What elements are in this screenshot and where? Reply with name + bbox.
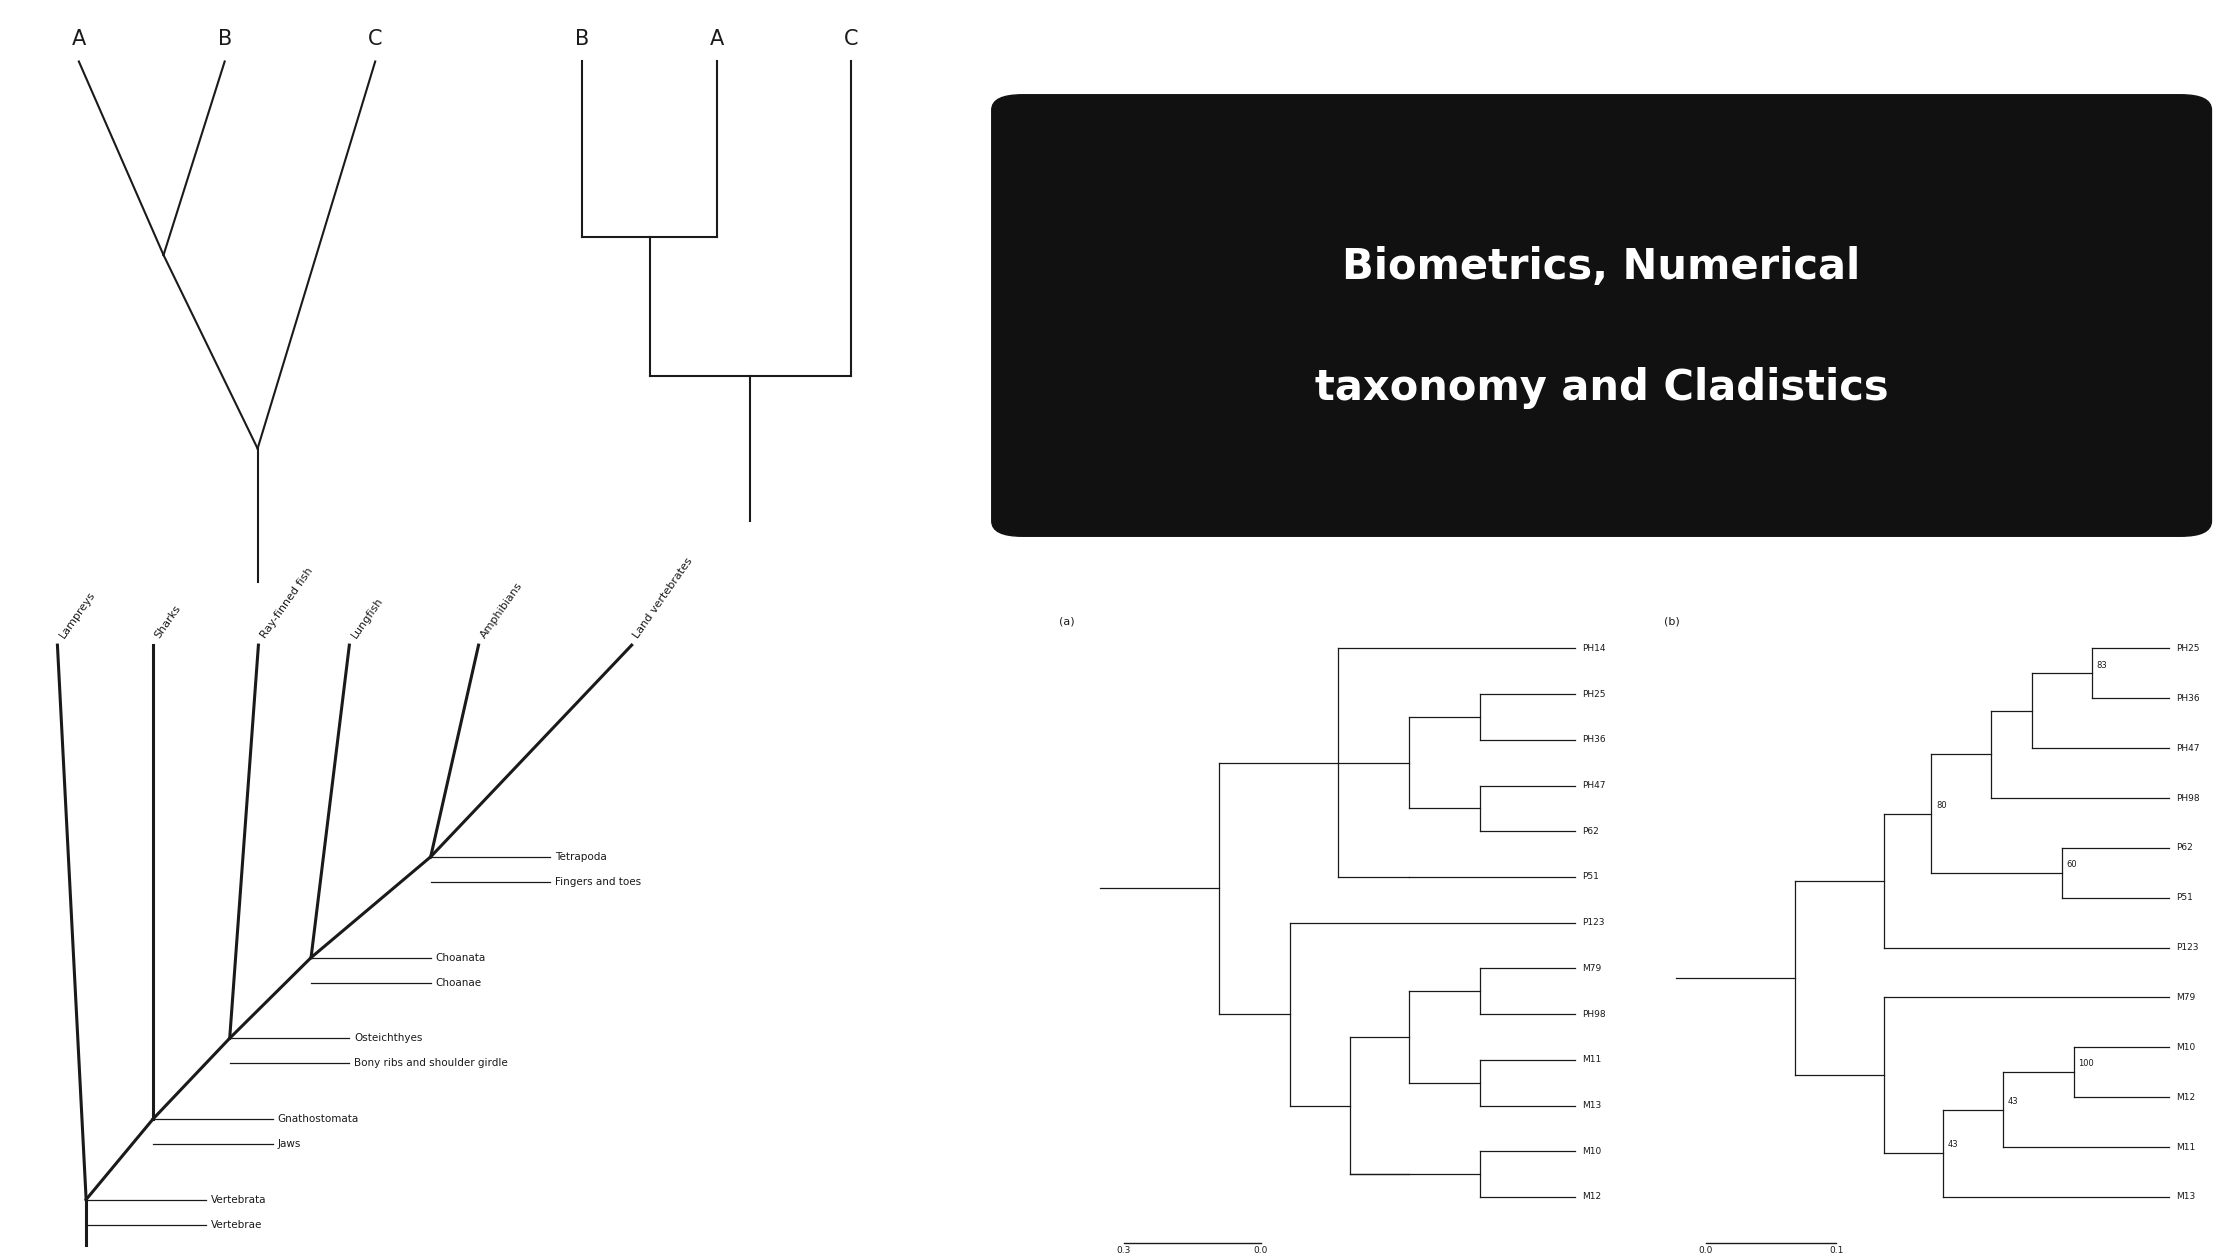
Text: A: A <box>72 29 85 49</box>
Text: PH36: PH36 <box>1581 736 1606 745</box>
Text: M10: M10 <box>2175 1043 2195 1052</box>
Text: A: A <box>710 29 724 49</box>
Text: (b): (b) <box>1664 616 1680 626</box>
Text: C: C <box>367 29 383 49</box>
Text: (a): (a) <box>1060 616 1075 626</box>
Text: 0.1: 0.1 <box>1830 1246 1844 1255</box>
Text: PH98: PH98 <box>2175 794 2200 803</box>
FancyBboxPatch shape <box>992 94 2211 537</box>
Text: 100: 100 <box>2079 1060 2094 1068</box>
Text: M79: M79 <box>1581 964 1602 973</box>
Text: Ray-finned fish: Ray-finned fish <box>258 566 314 640</box>
Text: PH47: PH47 <box>2175 743 2200 752</box>
Text: PH25: PH25 <box>2175 644 2200 653</box>
Text: Vertebrae: Vertebrae <box>211 1220 262 1230</box>
Text: Fingers and toes: Fingers and toes <box>556 877 641 887</box>
Text: B: B <box>576 29 589 49</box>
Text: Lampreys: Lampreys <box>58 590 96 640</box>
Text: Vertebrata: Vertebrata <box>211 1194 267 1205</box>
Text: Tetrapoda: Tetrapoda <box>556 852 607 862</box>
Text: PH14: PH14 <box>1581 644 1606 653</box>
Text: M79: M79 <box>2175 993 2195 1002</box>
Text: Choanata: Choanata <box>435 953 486 963</box>
Text: P123: P123 <box>1581 919 1604 927</box>
Text: taxonomy and Cladistics: taxonomy and Cladistics <box>1315 367 1888 410</box>
Text: P62: P62 <box>1581 827 1599 835</box>
Text: P62: P62 <box>2175 843 2193 853</box>
Text: PH36: PH36 <box>2175 694 2200 703</box>
Text: P123: P123 <box>2175 944 2197 953</box>
Text: P51: P51 <box>1581 872 1599 882</box>
Text: Jaws: Jaws <box>278 1139 300 1149</box>
Text: Biometrics, Numerical: Biometrics, Numerical <box>1342 246 1861 289</box>
Text: Sharks: Sharks <box>152 604 184 640</box>
Text: 43: 43 <box>2007 1097 2018 1106</box>
Text: M11: M11 <box>1581 1056 1602 1065</box>
Text: Amphibians: Amphibians <box>479 581 524 640</box>
Text: PH25: PH25 <box>1581 689 1606 699</box>
Text: Gnathostomata: Gnathostomata <box>278 1114 358 1124</box>
Text: 60: 60 <box>2068 861 2076 869</box>
Text: 43: 43 <box>1949 1140 1958 1149</box>
Text: Land vertebrates: Land vertebrates <box>632 556 694 640</box>
Text: Choanae: Choanae <box>435 978 482 988</box>
Text: Osteichthyes: Osteichthyes <box>354 1033 423 1043</box>
Text: Lungfish: Lungfish <box>349 596 385 640</box>
Text: M12: M12 <box>2175 1092 2195 1101</box>
Text: M13: M13 <box>1581 1101 1602 1110</box>
Text: PH98: PH98 <box>1581 1009 1606 1018</box>
Text: M12: M12 <box>1581 1192 1602 1201</box>
Text: 0.0: 0.0 <box>1698 1246 1714 1255</box>
Text: 80: 80 <box>1935 801 1947 810</box>
Text: C: C <box>844 29 858 49</box>
Text: P51: P51 <box>2175 893 2193 902</box>
Text: Bony ribs and shoulder girdle: Bony ribs and shoulder girdle <box>354 1058 508 1068</box>
Text: 0.3: 0.3 <box>1118 1246 1131 1255</box>
Text: 0.0: 0.0 <box>1254 1246 1268 1255</box>
Text: 83: 83 <box>2097 660 2108 669</box>
Text: M13: M13 <box>2175 1192 2195 1201</box>
Text: M11: M11 <box>2175 1143 2195 1152</box>
Text: PH47: PH47 <box>1581 781 1606 790</box>
Text: B: B <box>217 29 231 49</box>
Text: M10: M10 <box>1581 1147 1602 1155</box>
